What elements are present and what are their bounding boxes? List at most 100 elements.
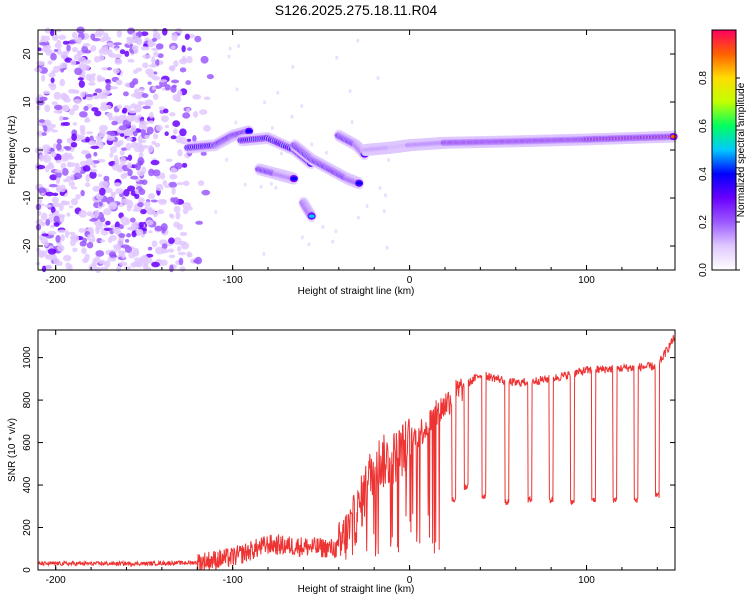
noise-speckle xyxy=(100,239,106,243)
noise-speckle xyxy=(133,257,143,261)
noise-speckle xyxy=(142,263,149,271)
ridge-core xyxy=(670,134,677,139)
noise-speckle xyxy=(48,183,58,188)
noise-speckle xyxy=(78,135,86,140)
noise-speckle xyxy=(55,177,61,185)
noise-speckle xyxy=(148,168,155,177)
noise-speckle xyxy=(290,114,294,119)
noise-speckle xyxy=(117,250,127,255)
noise-speckle xyxy=(171,186,176,195)
noise-speckle xyxy=(109,152,114,158)
y-tick-label: 200 xyxy=(22,519,33,536)
noise-speckle xyxy=(126,226,135,231)
noise-speckle xyxy=(39,234,44,241)
noise-speckle xyxy=(45,264,53,270)
ridge-core xyxy=(246,129,253,133)
noise-speckle xyxy=(227,54,231,59)
noise-speckle xyxy=(119,49,126,55)
noise-speckle xyxy=(57,229,67,233)
noise-speckle xyxy=(133,88,140,96)
snr-series-line xyxy=(37,334,676,571)
noise-speckle xyxy=(90,168,98,173)
noise-speckle xyxy=(50,77,55,84)
noise-speckle xyxy=(41,132,47,136)
noise-speckle xyxy=(43,240,49,247)
noise-speckle xyxy=(85,116,90,122)
noise-speckle xyxy=(172,120,181,128)
noise-speckle xyxy=(138,197,145,204)
noise-speckle xyxy=(47,253,56,261)
noise-speckle xyxy=(310,142,314,147)
noise-speckle xyxy=(98,54,105,62)
noise-speckle xyxy=(153,133,159,140)
noise-speckle xyxy=(127,58,135,63)
noise-speckle xyxy=(186,252,193,258)
noise-speckle xyxy=(87,234,95,238)
noise-speckle xyxy=(79,240,87,247)
x-tick-label: -100 xyxy=(223,275,243,286)
noise-speckle xyxy=(120,198,130,204)
noise-speckle xyxy=(169,173,178,180)
noise-speckle xyxy=(126,204,132,212)
noise-speckle xyxy=(194,35,202,43)
noise-speckle xyxy=(44,121,50,127)
noise-speckle xyxy=(49,224,56,228)
noise-speckle xyxy=(203,96,211,101)
noise-speckle xyxy=(140,208,147,215)
noise-speckle xyxy=(42,144,51,152)
noise-speckle xyxy=(42,35,51,42)
x-tick-label: 0 xyxy=(407,275,413,286)
noise-speckle xyxy=(126,162,132,169)
noise-speckle xyxy=(82,165,91,172)
noise-speckle xyxy=(132,78,139,85)
noise-speckle xyxy=(47,60,53,65)
noise-speckle xyxy=(93,110,102,117)
noise-speckle xyxy=(50,53,57,61)
noise-speckle xyxy=(170,167,178,173)
noise-speckle xyxy=(115,79,123,86)
noise-speckle xyxy=(113,42,122,46)
noise-speckle xyxy=(129,217,136,223)
noise-speckle xyxy=(66,212,71,217)
x-tick-label: 0 xyxy=(407,575,413,586)
noise-speckle xyxy=(150,199,158,203)
noise-speckle xyxy=(147,40,154,48)
noise-speckle xyxy=(106,130,114,135)
noise-speckle xyxy=(154,225,163,232)
noise-speckle xyxy=(150,159,160,166)
noise-speckle xyxy=(78,210,87,218)
noise-speckle xyxy=(43,125,48,132)
noise-speckle xyxy=(99,104,109,111)
noise-speckle xyxy=(99,124,108,132)
noise-speckle xyxy=(107,237,113,244)
noise-speckle xyxy=(45,218,51,226)
noise-speckle xyxy=(56,143,62,151)
noise-speckle xyxy=(270,125,274,130)
noise-speckle xyxy=(118,252,125,257)
noise-speckle xyxy=(88,74,96,83)
noise-speckle xyxy=(74,67,83,76)
noise-speckle xyxy=(131,221,141,229)
noise-speckle xyxy=(51,101,58,106)
noise-speckle xyxy=(128,251,136,259)
noise-speckle xyxy=(179,137,188,145)
colorbar-ticks: 0.0 0.2 0.4 0.6 0.8 xyxy=(698,71,740,277)
noise-speckle xyxy=(147,246,153,251)
noise-speckle xyxy=(142,62,149,69)
noise-speckle xyxy=(109,146,117,154)
noise-speckle xyxy=(160,172,166,180)
noise-speckle xyxy=(127,154,133,161)
noise-speckle xyxy=(84,182,91,187)
noise-speckle xyxy=(108,251,117,258)
noise-speckle xyxy=(132,208,141,212)
noise-speckle xyxy=(140,46,150,51)
noise-speckle xyxy=(161,243,168,250)
noise-speckle xyxy=(187,47,193,51)
noise-speckle xyxy=(81,247,87,255)
noise-speckle xyxy=(80,149,90,155)
noise-speckle xyxy=(56,138,63,144)
noise-speckle xyxy=(49,28,55,37)
noise-speckle xyxy=(60,51,68,59)
noise-speckle xyxy=(41,265,47,273)
noise-speckle xyxy=(135,183,142,187)
